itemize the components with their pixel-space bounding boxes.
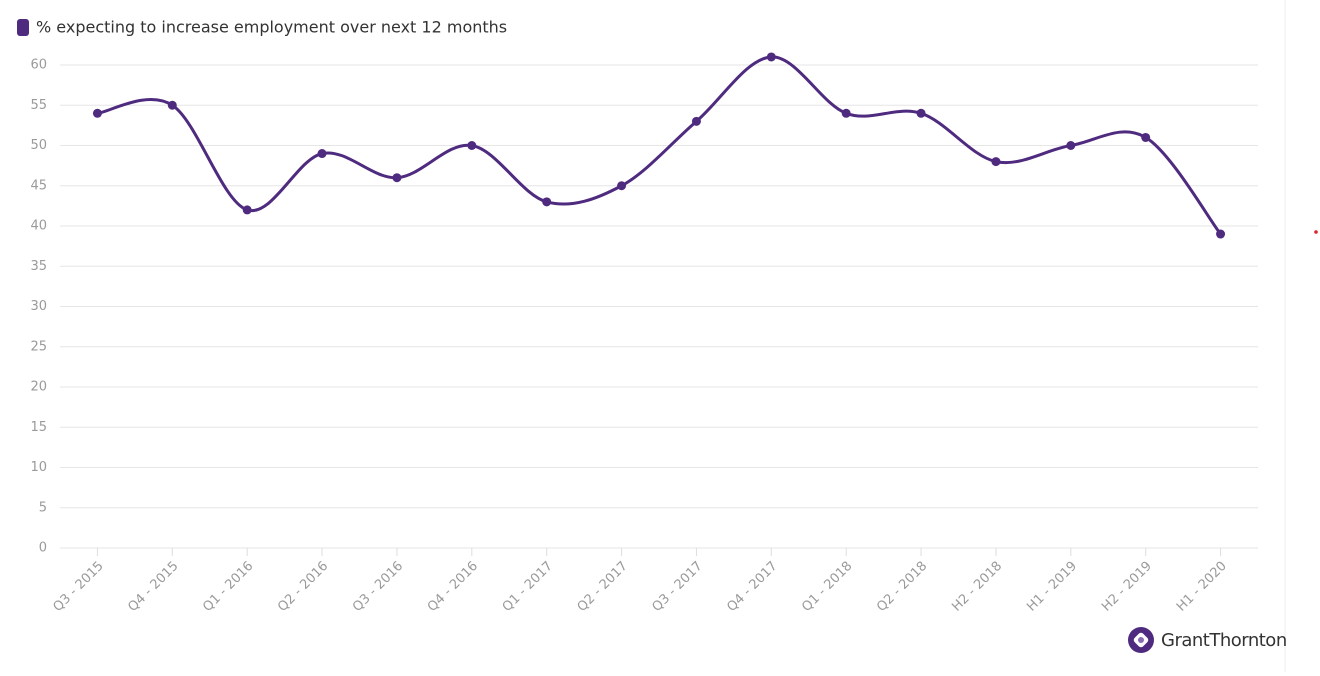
- data-point: [92, 108, 102, 118]
- y-tick-label: 10: [30, 460, 47, 475]
- data-point: [1066, 141, 1076, 150]
- y-tick-label: 60: [30, 58, 47, 73]
- legend-swatch: [17, 19, 29, 36]
- y-tick-label: 35: [30, 259, 47, 274]
- data-point: [617, 181, 627, 191]
- x-tick-label: Q3 - 2015: [50, 559, 106, 615]
- marker-dot: [1314, 230, 1318, 234]
- data-point: [467, 141, 477, 150]
- data-point: [691, 116, 701, 126]
- y-tick-label: 50: [30, 138, 47, 153]
- y-tick-label: 25: [30, 339, 47, 354]
- x-tick-label: Q1 - 2018: [799, 559, 855, 615]
- y-tick-label: 15: [30, 420, 47, 435]
- x-tick-label: Q4 - 2016: [425, 559, 481, 615]
- y-tick-label: 45: [30, 178, 47, 193]
- y-tick-label: 5: [39, 500, 47, 515]
- y-tick-label: 55: [30, 98, 47, 113]
- logo-icon-core: [1138, 637, 1144, 643]
- x-tick-label: Q2 - 2017: [575, 559, 631, 615]
- x-tick-label: Q1 - 2017: [500, 559, 556, 615]
- x-tick-label: Q3 - 2016: [350, 559, 406, 615]
- x-tick-label: Q3 - 2017: [649, 559, 705, 615]
- x-tick-label: Q4 - 2015: [125, 559, 181, 615]
- x-tick-label: H2 - 2019: [1099, 559, 1155, 615]
- x-tick-label: Q1 - 2016: [200, 559, 256, 615]
- data-point: [392, 173, 402, 183]
- x-tick-label: H1 - 2020: [1174, 559, 1230, 615]
- x-tick-label: Q2 - 2016: [275, 559, 331, 615]
- data-point: [242, 205, 252, 215]
- data-point: [317, 149, 327, 159]
- y-tick-label: 40: [30, 219, 47, 234]
- data-point: [991, 157, 1001, 167]
- data-point: [766, 52, 776, 62]
- y-tick-label: 30: [30, 299, 47, 314]
- data-point: [542, 197, 552, 207]
- data-point: [1141, 132, 1151, 142]
- series-line: [97, 55, 1222, 235]
- x-tick-label: Q2 - 2018: [874, 559, 930, 615]
- brand-name: GrantThornton: [1161, 630, 1287, 651]
- logo: GrantThornton: [1128, 627, 1287, 653]
- x-tick-label: Q4 - 2017: [724, 559, 780, 615]
- legend-label: % expecting to increase employment over …: [36, 18, 507, 37]
- y-tick-label: 20: [30, 380, 47, 395]
- data-point: [841, 108, 851, 118]
- y-tick-label: 0: [39, 541, 47, 556]
- data-point: [1216, 229, 1226, 239]
- x-tick-label: H1 - 2019: [1024, 559, 1080, 615]
- data-point: [167, 100, 177, 110]
- data-point: [916, 108, 926, 118]
- x-tick-label: H2 - 2018: [949, 559, 1005, 615]
